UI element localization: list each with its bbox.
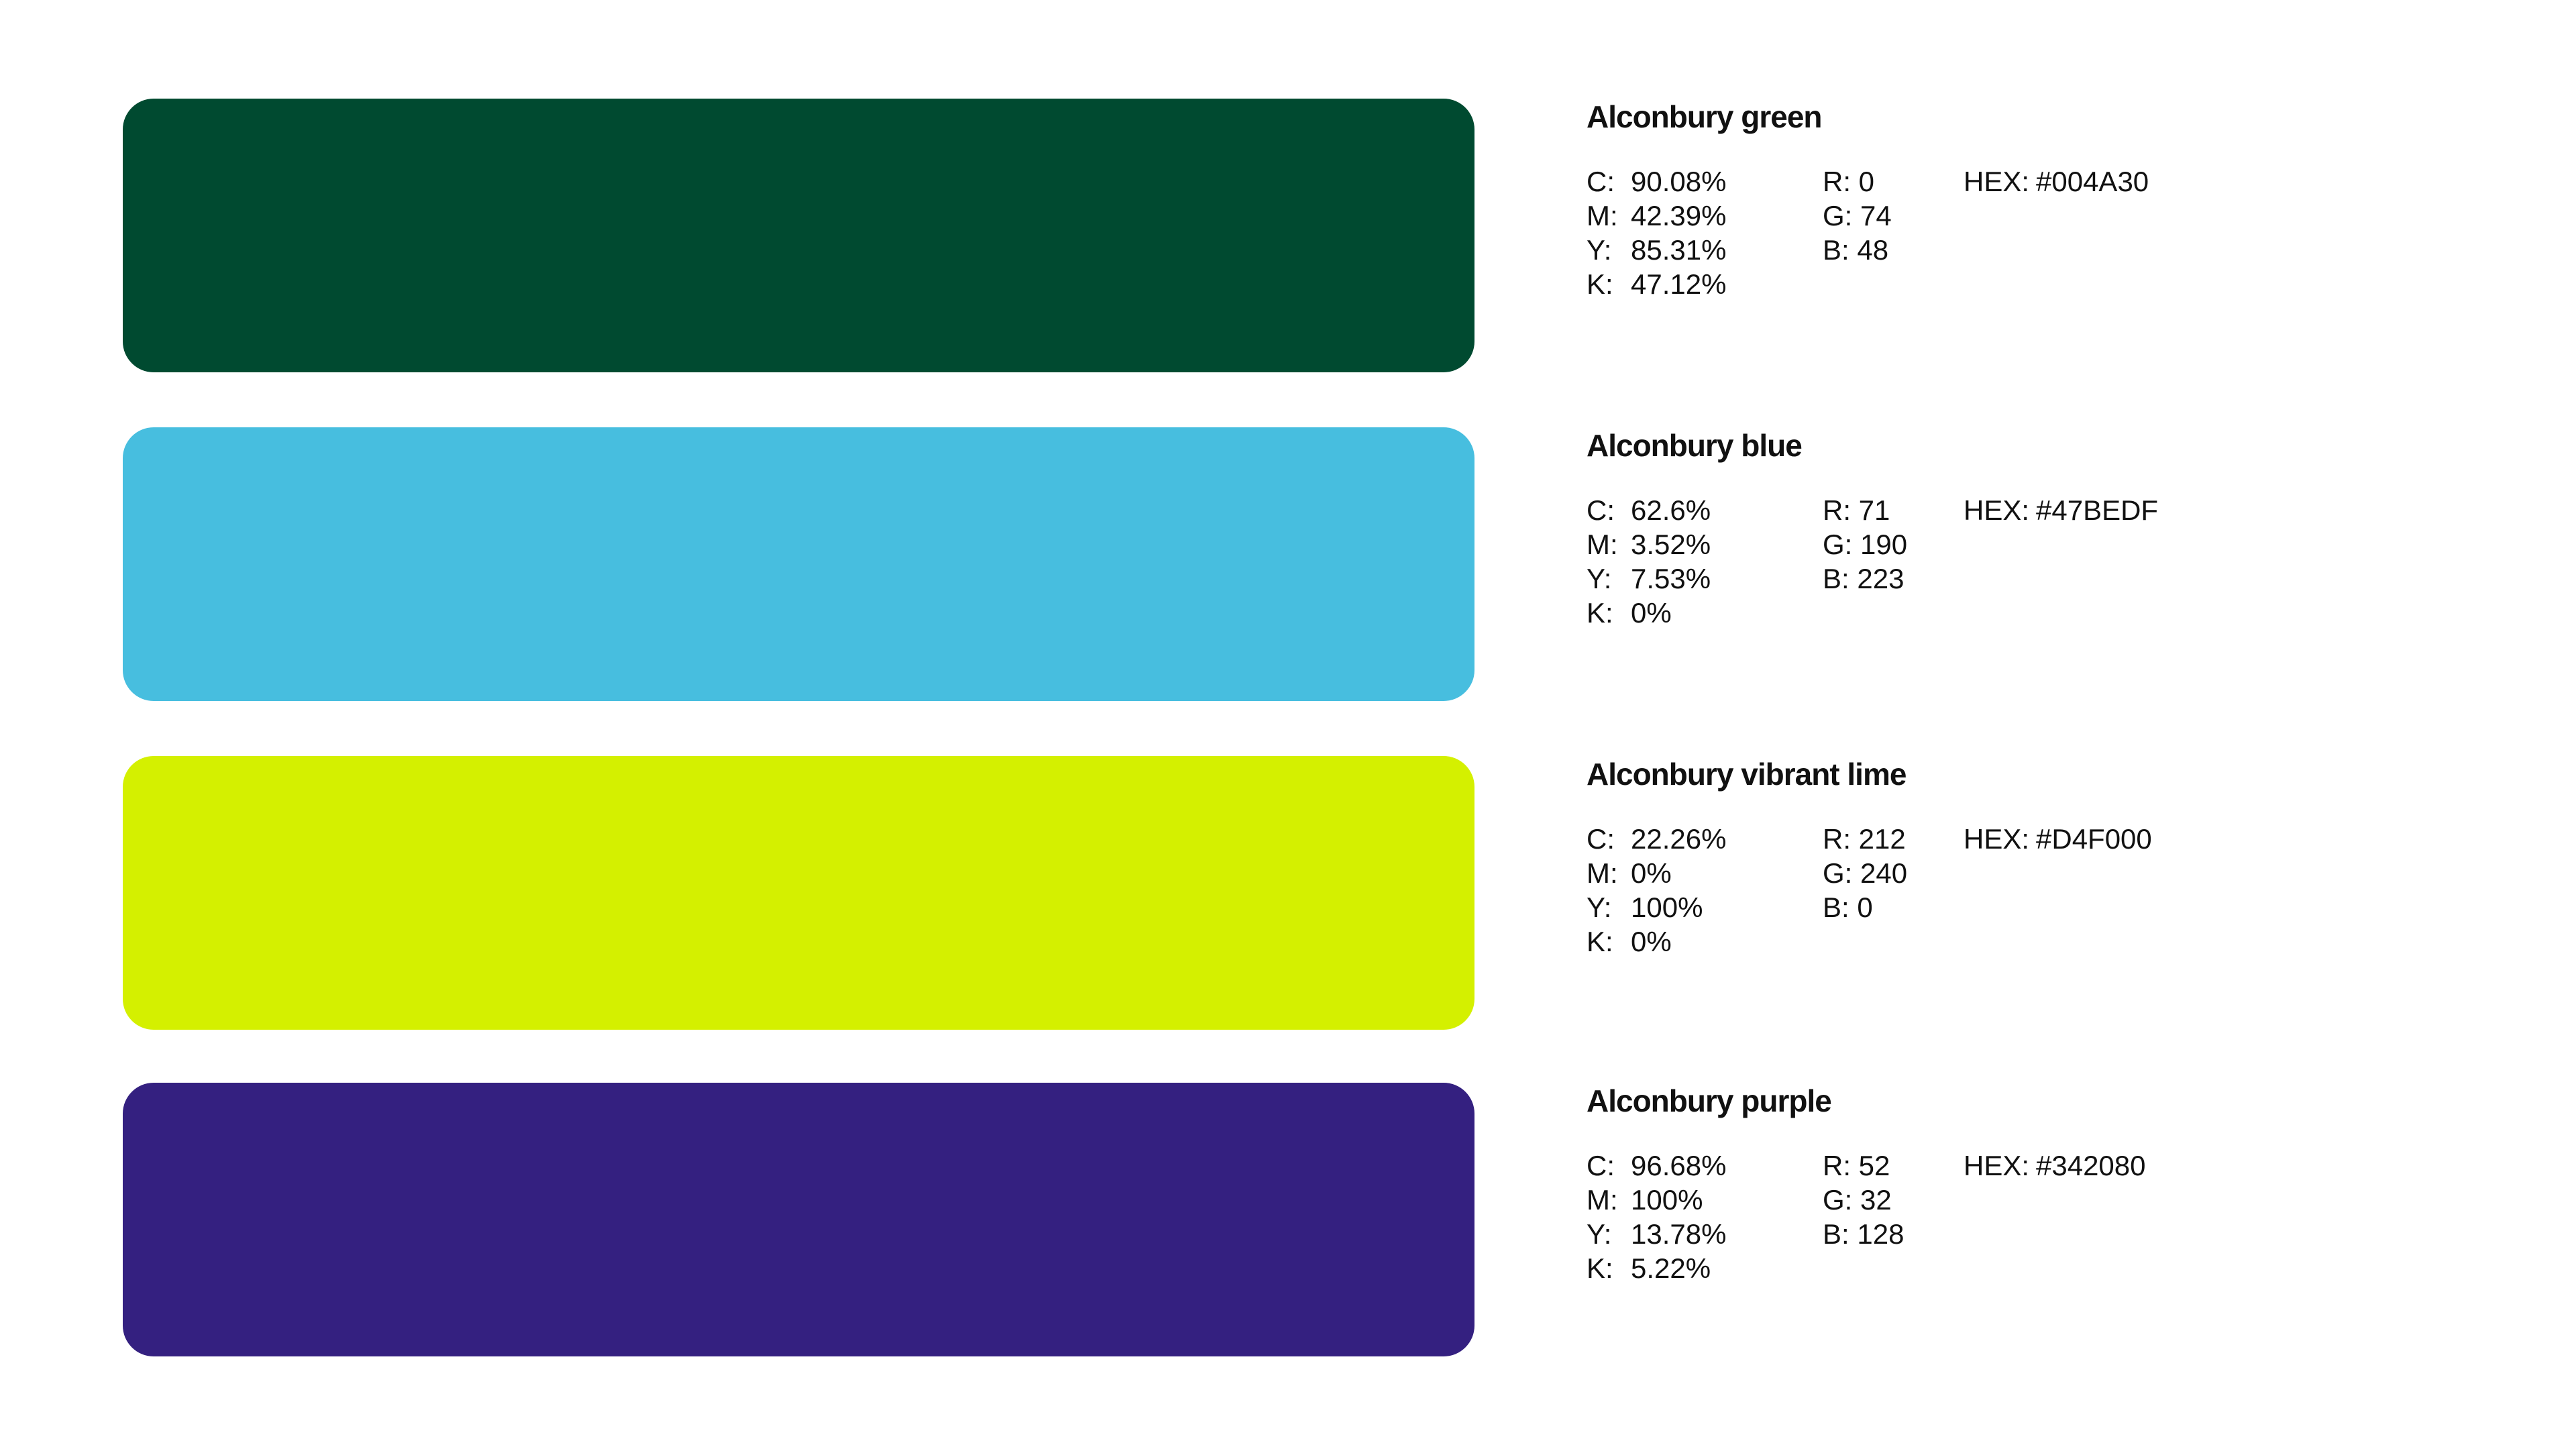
rgb-g: G: 190 xyxy=(1823,529,1908,560)
color-row-blue: Alconbury blue C: 62.6% M: 3.52% Y: 7.53% K… xyxy=(0,427,2576,702)
color-info-green: Alconbury green C: 90.08% M: 42.39% Y: 85.3… xyxy=(1587,99,2459,374)
cmyk-y: Y: 100% xyxy=(1587,892,1703,923)
cmyk-y: Y: 7.53% xyxy=(1587,563,1711,594)
color-name: Alconbury green xyxy=(1587,99,1823,134)
color-swatch-blue xyxy=(123,427,1474,701)
hex-label: HEX: xyxy=(1964,823,2030,855)
color-row-purple: Alconbury purple C: 96.68% M: 100% Y: 13.78… xyxy=(0,1083,2576,1358)
cmyk-values: C: 22.26% M: 0% Y: 100% K: 0% xyxy=(1587,822,1815,959)
hex-code: #004A30 xyxy=(2036,166,2149,197)
cmyk-values: C: 96.68% M: 100% Y: 13.78% K: 5.22% xyxy=(1587,1148,1815,1285)
hex-code: #342080 xyxy=(2036,1150,2146,1181)
cmyk-m: M: 3.52% xyxy=(1587,529,1711,560)
cmyk-values: C: 90.08% M: 42.39% Y: 85.31% K: 47.12% xyxy=(1587,164,1815,301)
rgb-g: G: 32 xyxy=(1823,1184,1892,1216)
rgb-b: B: 0 xyxy=(1823,892,1873,923)
hex-label: HEX: xyxy=(1964,1150,2030,1181)
cmyk-m: M: 42.39% xyxy=(1587,200,1727,231)
cmyk-values: C: 62.6% M: 3.52% Y: 7.53% K: 0% xyxy=(1587,493,1815,630)
color-info-purple: Alconbury purple C: 96.68% M: 100% Y: 13.78… xyxy=(1587,1083,2459,1358)
hex-code: #47BEDF xyxy=(2036,494,2159,526)
hex-value: HEX: #47BEDF xyxy=(1964,493,2232,527)
rgb-b: B: 223 xyxy=(1823,563,1904,594)
color-swatch-green xyxy=(123,99,1474,372)
rgb-values: R: 212 G: 240 B: 0 xyxy=(1823,822,1957,924)
cmyk-m: M: 100% xyxy=(1587,1184,1703,1216)
color-info-lime: Alconbury vibrant lime C: 22.26% M: 0% Y: 1… xyxy=(1587,756,2459,1031)
hex-code: #D4F000 xyxy=(2036,823,2152,855)
hex-value: HEX: #D4F000 xyxy=(1964,822,2232,856)
rgb-r: R: 52 xyxy=(1823,1150,1890,1181)
rgb-g: G: 74 xyxy=(1823,200,1892,231)
hex-value: HEX: #342080 xyxy=(1964,1148,2232,1183)
cmyk-y: Y: 85.31% xyxy=(1587,234,1727,266)
color-name: Alconbury purple xyxy=(1587,1083,1832,1118)
hex-label: HEX: xyxy=(1964,166,2030,197)
color-row-lime: Alconbury vibrant lime C: 22.26% M: 0% Y: 1… xyxy=(0,756,2576,1031)
rgb-r: R: 212 xyxy=(1823,823,1906,855)
hex-label: HEX: xyxy=(1964,494,2030,526)
cmyk-c: C: 62.6% xyxy=(1587,494,1711,526)
cmyk-c: C: 90.08% xyxy=(1587,166,1727,197)
cmyk-k: K: 0% xyxy=(1587,597,1672,629)
color-swatch-lime xyxy=(123,756,1474,1030)
cmyk-m: M: 0% xyxy=(1587,857,1672,889)
color-swatch-purple xyxy=(123,1083,1474,1356)
cmyk-k: K: 0% xyxy=(1587,926,1672,957)
rgb-r: R: 71 xyxy=(1823,494,1890,526)
cmyk-y: Y: 13.78% xyxy=(1587,1218,1727,1250)
rgb-values: R: 0 G: 74 B: 48 xyxy=(1823,164,1957,267)
cmyk-k: K: 47.12% xyxy=(1587,268,1727,300)
rgb-values: R: 52 G: 32 B: 128 xyxy=(1823,1148,1957,1251)
color-name: Alconbury blue xyxy=(1587,428,1803,463)
rgb-b: B: 128 xyxy=(1823,1218,1904,1250)
cmyk-c: C: 22.26% xyxy=(1587,823,1727,855)
rgb-r: R: 0 xyxy=(1823,166,1875,197)
rgb-values: R: 71 G: 190 B: 223 xyxy=(1823,493,1957,596)
hex-value: HEX: #004A30 xyxy=(1964,164,2232,199)
cmyk-k: K: 5.22% xyxy=(1587,1252,1711,1284)
color-name: Alconbury vibrant lime xyxy=(1587,757,1907,792)
color-row-green: Alconbury green C: 90.08% M: 42.39% Y: 85.3… xyxy=(0,99,2576,374)
rgb-g: G: 240 xyxy=(1823,857,1908,889)
rgb-b: B: 48 xyxy=(1823,234,1889,266)
color-info-blue: Alconbury blue C: 62.6% M: 3.52% Y: 7.53% K… xyxy=(1587,427,2459,702)
cmyk-c: C: 96.68% xyxy=(1587,1150,1727,1181)
